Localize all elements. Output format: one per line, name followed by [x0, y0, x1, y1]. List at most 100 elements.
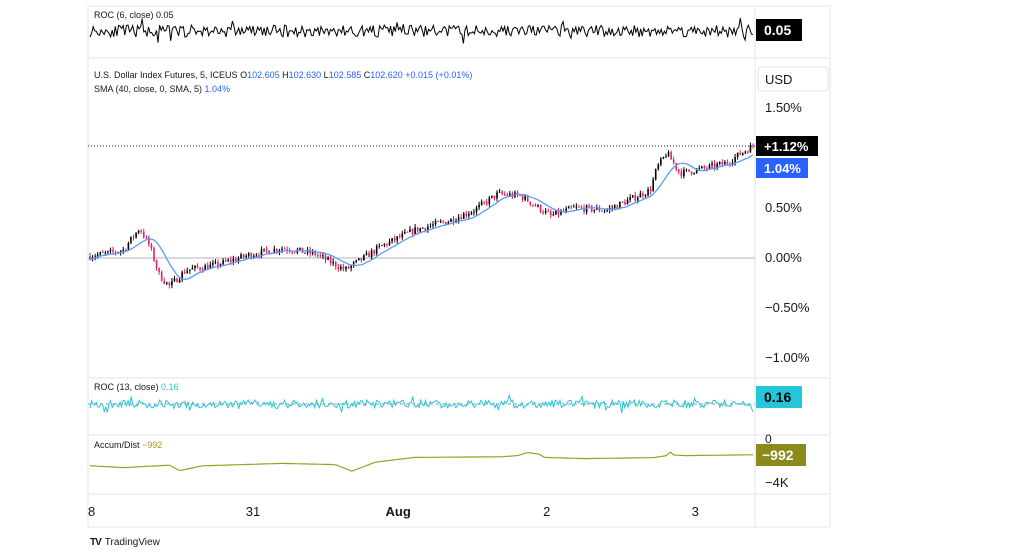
candle-body [414, 227, 416, 235]
candle-body [637, 197, 639, 201]
candle-body [721, 161, 724, 165]
price-scale-tick: 1.50% [765, 100, 802, 115]
candle-body [560, 210, 562, 215]
candle-body [706, 168, 708, 169]
candle-body [237, 258, 240, 262]
candle-body [726, 162, 729, 164]
candle-body [547, 210, 550, 212]
candle-body [273, 248, 276, 253]
candle-body [386, 243, 388, 246]
candle-body [506, 194, 509, 196]
candle-body [401, 233, 404, 238]
candle-body [194, 265, 196, 268]
candle-body [363, 254, 365, 261]
candle-body [606, 209, 608, 211]
candle-body [731, 162, 734, 164]
candle-body [260, 249, 263, 256]
sma-legend: SMA (40, close, 0, SMA, 5) 1.04% [94, 84, 230, 94]
candle-body [688, 169, 690, 172]
candle-body [672, 159, 675, 164]
legend-part: 102.630 [289, 70, 322, 80]
candle-body [419, 228, 422, 232]
candle-body [588, 205, 590, 207]
candle-body [178, 279, 181, 283]
candle-body [378, 245, 381, 247]
candle-body [739, 152, 742, 155]
candle-body [427, 226, 429, 231]
candle-body [299, 247, 301, 250]
candle-body [189, 269, 191, 271]
time-axis-label: 8 [88, 504, 95, 519]
candle-body [578, 206, 580, 208]
tradingview-attribution[interactable]: TV TradingView [90, 534, 160, 550]
roc13-legend-label: ROC (13, close) [94, 382, 161, 392]
chart-border [87, 5, 831, 528]
candle-body [744, 151, 747, 153]
candle-body [708, 164, 711, 169]
candle-body [713, 163, 716, 168]
legend-part: H [280, 70, 289, 80]
candle-body [258, 255, 260, 257]
candle-body [465, 213, 468, 216]
accum-dist-line [89, 451, 753, 472]
candle-body [442, 221, 445, 223]
candle-body [616, 205, 619, 209]
legend-part: L [321, 70, 329, 80]
candle-body [677, 169, 680, 172]
candle-body [327, 257, 329, 260]
candle-body [291, 251, 294, 253]
candle-body [657, 164, 660, 170]
accum-badge-text: −992 [762, 447, 794, 463]
candle-body [183, 272, 186, 274]
candle-body [150, 244, 153, 249]
sma-line [89, 154, 754, 280]
candle-body [324, 255, 327, 260]
candle-body [181, 272, 183, 280]
candle-body [516, 192, 519, 196]
candle-body [235, 258, 237, 262]
candle-body [199, 267, 201, 270]
candle-body [135, 232, 137, 238]
candle-body [186, 270, 189, 274]
last-price-badge: +1.12% [756, 136, 818, 156]
candle-body [542, 211, 544, 213]
candle-body [647, 189, 649, 196]
candle-body [214, 261, 217, 263]
candle-body [439, 221, 442, 223]
accum-badge: −992 [756, 444, 806, 466]
roc13-badge-bg [756, 386, 802, 408]
candle-body [695, 168, 698, 174]
candle-body [96, 254, 99, 257]
roc6-legend: ROC (6, close) 0.05 [94, 10, 174, 20]
candle-body [468, 214, 470, 216]
candle-body [388, 241, 391, 246]
currency-button-bg[interactable] [757, 66, 829, 92]
candle-body [445, 221, 447, 225]
candle-body [716, 163, 718, 168]
candle-body [698, 167, 701, 169]
candle-body [281, 248, 283, 251]
candle-body [375, 246, 378, 254]
candle-body [201, 269, 204, 271]
candle-body [741, 152, 744, 155]
candle-body [155, 260, 158, 268]
candle-body [749, 145, 752, 153]
candle-body [250, 253, 253, 258]
currency-button[interactable]: USD [757, 66, 829, 92]
candle-body [649, 189, 652, 192]
candle-body [173, 278, 176, 282]
candle-body [524, 196, 526, 200]
candle-body [209, 264, 212, 270]
candle-body [365, 252, 368, 255]
time-axis-label: 31 [246, 504, 260, 519]
candle-body [603, 210, 606, 212]
candle-body [265, 248, 268, 251]
sma-value-badge: 1.04% [756, 158, 808, 178]
candle-body [734, 156, 736, 163]
candle-body [654, 169, 657, 180]
candle-body [496, 192, 498, 199]
candle-body [94, 256, 96, 258]
candle-body [148, 237, 150, 245]
candle-body [329, 257, 332, 264]
